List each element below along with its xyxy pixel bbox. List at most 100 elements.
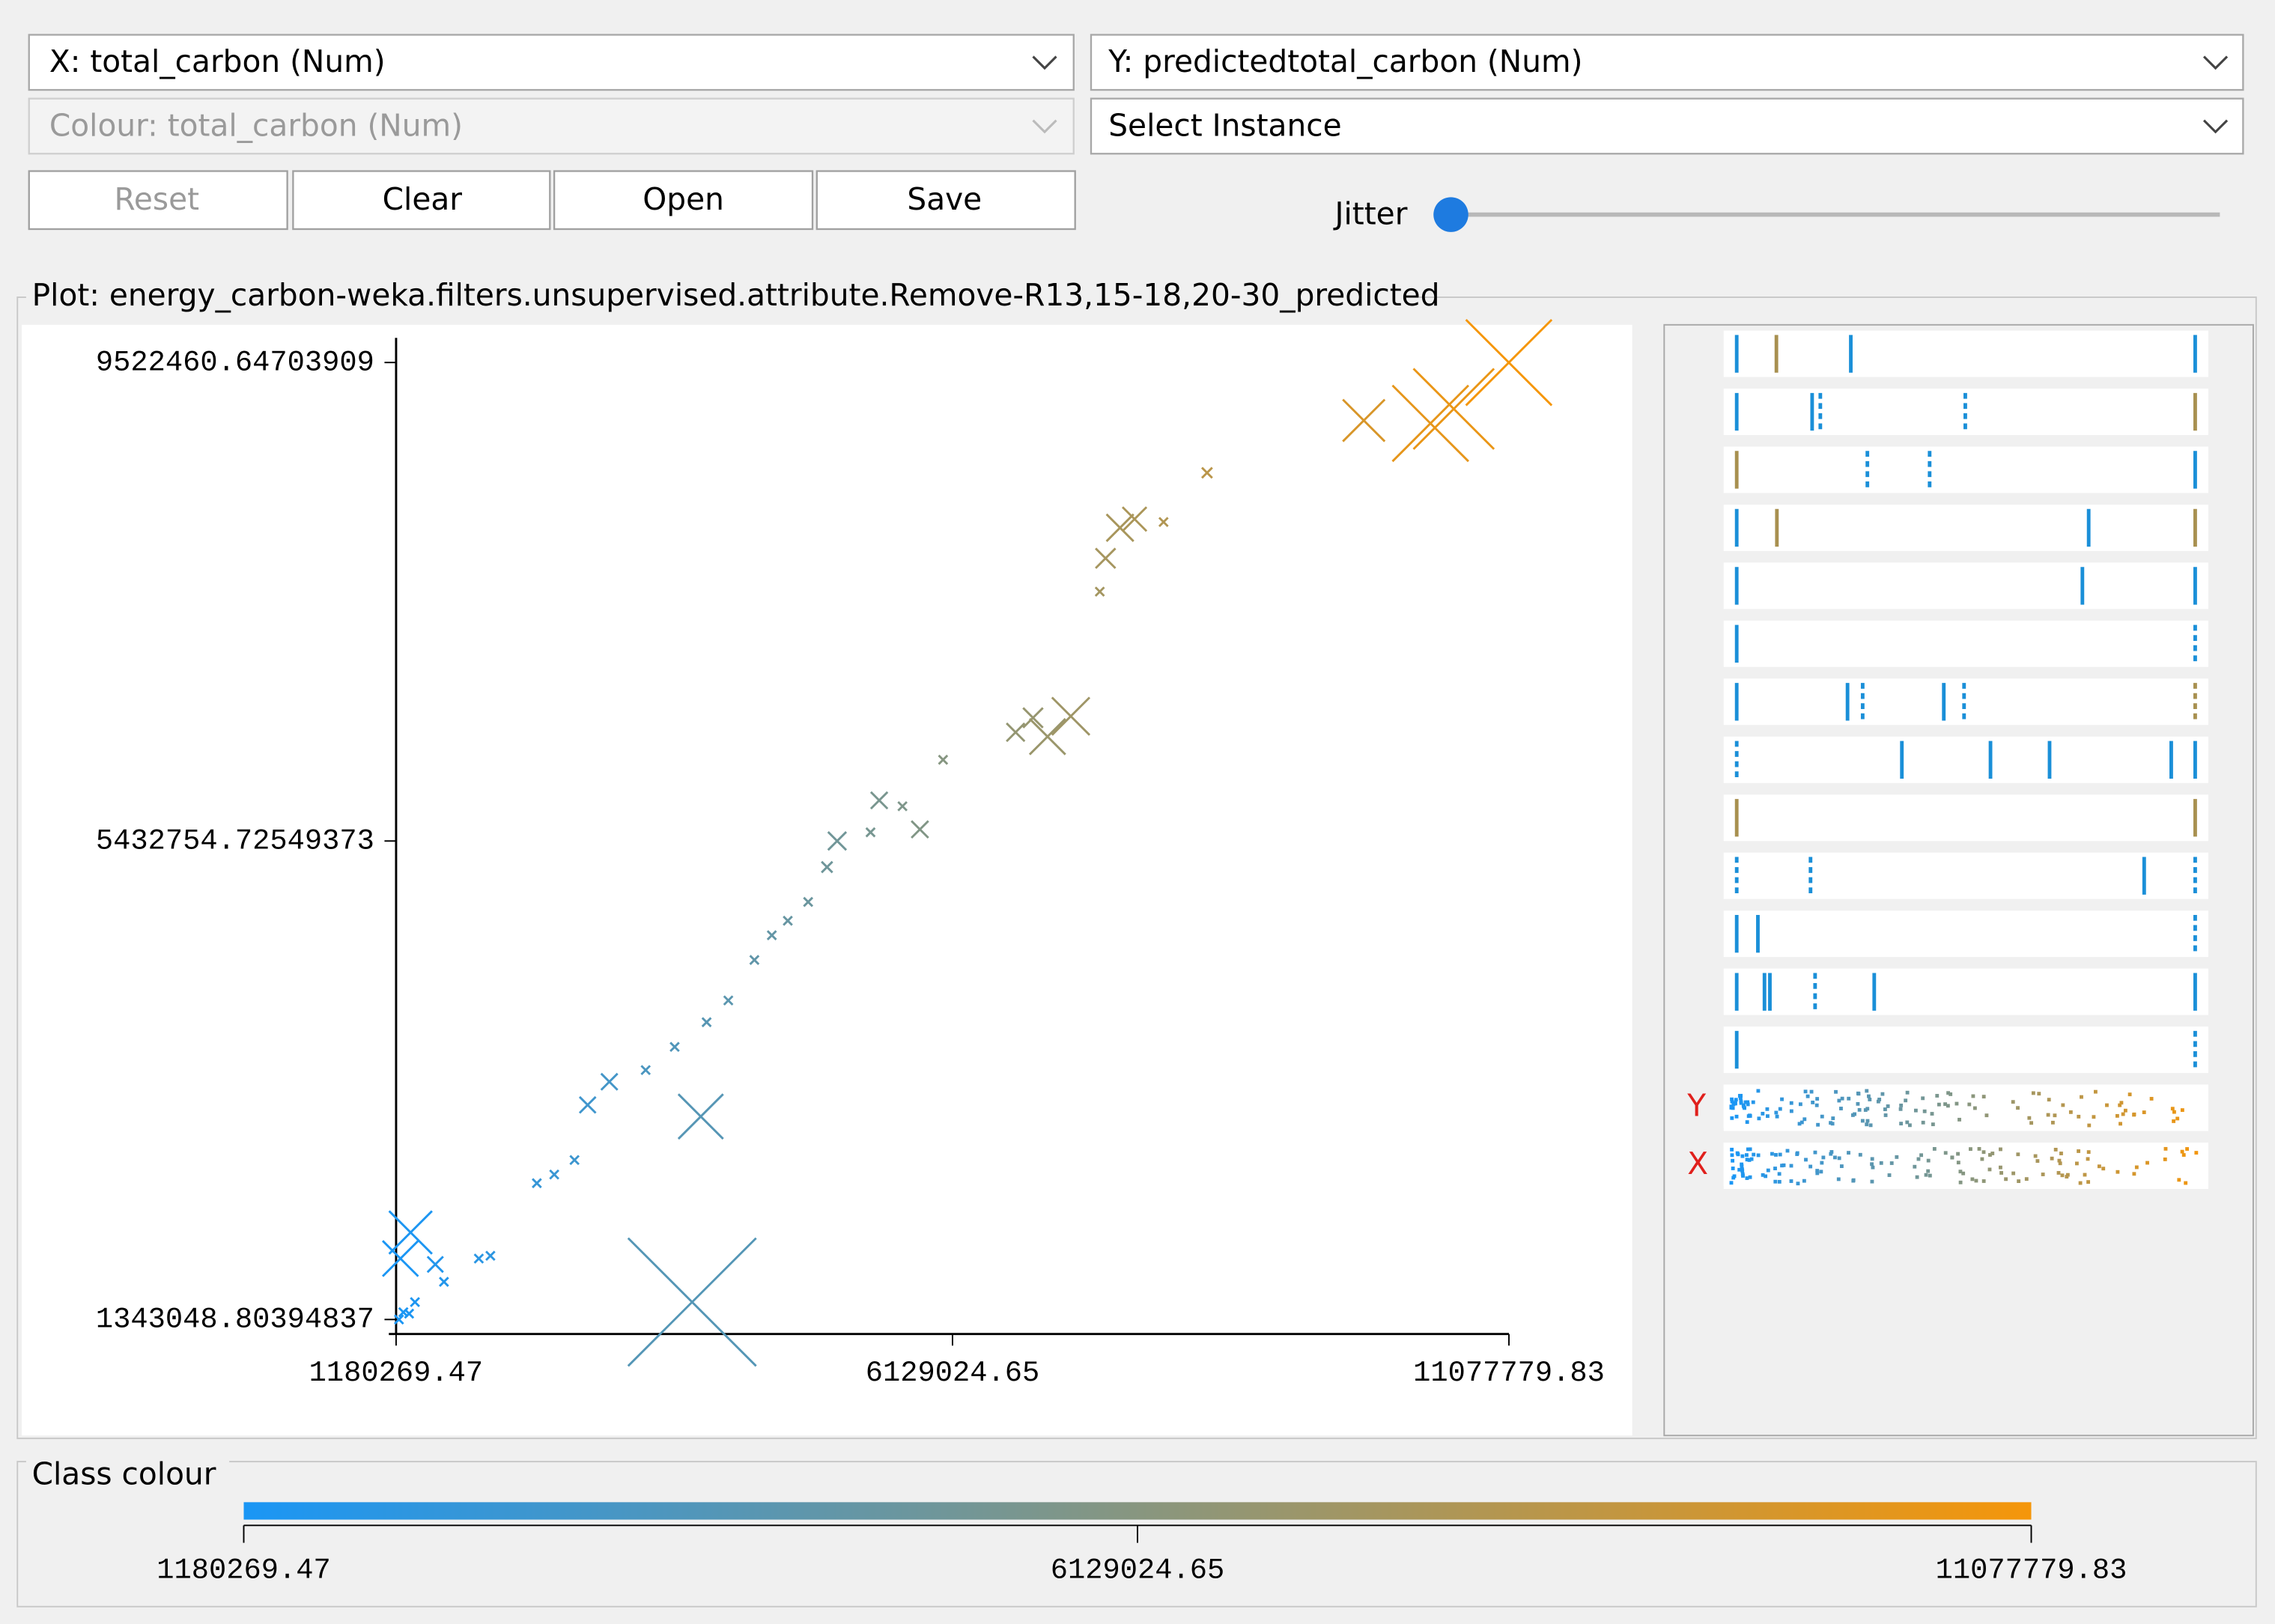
strip-dot <box>1868 1098 1872 1101</box>
strip-dot <box>2057 1158 2062 1163</box>
clear-button[interactable] <box>292 170 551 231</box>
strip-dot <box>2083 1173 2087 1177</box>
strip-dot <box>1867 1094 1871 1098</box>
strip-dot <box>1780 1164 1784 1168</box>
strip-dot <box>1870 1157 1874 1161</box>
strip-dot <box>1802 1117 1807 1122</box>
strip-dot <box>2058 1161 2062 1166</box>
strip-dot <box>1907 1123 1912 1128</box>
strip-dot <box>2172 1110 2176 1114</box>
strip-dot <box>1856 1101 1860 1106</box>
strip-dot <box>1999 1171 2004 1175</box>
strip-dot <box>1738 1096 1743 1101</box>
strip-dot <box>1957 1117 1961 1122</box>
x-select-text: X: total_carbon (Num) <box>49 43 386 79</box>
strip-dot <box>1857 1107 1862 1112</box>
strip-dot <box>1778 1107 1782 1111</box>
point <box>803 896 814 907</box>
point <box>569 1155 580 1166</box>
strip-dot <box>2027 1116 2032 1120</box>
instance-select-text: Select Instance <box>1108 107 1341 143</box>
save-button[interactable] <box>815 170 1076 231</box>
strip-dot <box>1805 1094 1810 1098</box>
strip-dot <box>2061 1103 2065 1107</box>
strip-dot <box>1839 1164 1844 1168</box>
instance-select[interactable]: Select Instance <box>1090 97 2244 155</box>
strip-dot <box>2180 1108 2184 1113</box>
open-button[interactable] <box>553 170 814 231</box>
attribute-strip <box>1723 446 2208 493</box>
strip-dot <box>1751 1100 1755 1104</box>
strip-dot <box>1740 1154 1745 1158</box>
point <box>578 1095 597 1114</box>
strip-dot <box>1880 1092 1885 1096</box>
strip-dot <box>2011 1171 2016 1176</box>
point <box>865 827 876 838</box>
strip-dot <box>1956 1161 1960 1165</box>
strip-dot <box>1735 1151 1740 1155</box>
y-strip-label: Y <box>1686 1088 1706 1124</box>
point <box>1022 707 1044 729</box>
strip-dot <box>1990 1152 1995 1155</box>
point <box>410 1297 420 1307</box>
strip-dot <box>1988 1153 1992 1157</box>
strip-dot <box>2118 1103 2122 1107</box>
jitter-label: Jitter <box>1332 196 1407 232</box>
y-tick-label: 1343048.80394837 <box>96 1304 374 1336</box>
strip-dot <box>2016 1106 2020 1110</box>
point <box>388 1210 433 1255</box>
strip-dot <box>1730 1147 1734 1152</box>
strip-dot <box>1956 1152 1960 1156</box>
y-select[interactable]: Y: predictedtotal_carbon (Num) <box>1090 34 2244 91</box>
strip-dot <box>2050 1156 2054 1161</box>
strip-dot <box>1932 1147 1937 1151</box>
strip-dot <box>1950 1155 1954 1160</box>
strip-dot <box>1731 1106 1735 1110</box>
strip-dot <box>1967 1102 1972 1107</box>
point <box>821 860 833 874</box>
strip-dot <box>2093 1089 2098 1094</box>
strip-dot <box>2170 1107 2175 1111</box>
attribute-strip <box>1723 910 2208 958</box>
strip-dot <box>1756 1089 1761 1093</box>
class-tick-label: 6129024.65 <box>1051 1554 1225 1587</box>
strip-dot <box>1811 1100 1815 1104</box>
strip-dot <box>1871 1165 1875 1170</box>
attribute-strip <box>1723 1084 2208 1128</box>
strip-dot <box>2115 1170 2120 1174</box>
attribute-strip <box>1723 736 2208 783</box>
strip-dot <box>1746 1147 1750 1152</box>
strip-dot <box>2086 1180 2091 1184</box>
strip-dot <box>1734 1098 1738 1102</box>
point <box>1095 547 1117 569</box>
clear-label[interactable]: Clear <box>383 181 463 217</box>
strip-dot <box>2119 1101 2124 1105</box>
strip-dot <box>1830 1122 1835 1126</box>
point <box>723 995 734 1006</box>
strip-dot <box>1789 1109 1793 1113</box>
strip-dot <box>1802 1179 1806 1183</box>
open-label[interactable]: Open <box>643 181 724 217</box>
strip-dot <box>1775 1114 1779 1119</box>
save-label[interactable]: Save <box>907 181 982 217</box>
x-select[interactable]: X: total_carbon (Num) <box>28 34 1075 91</box>
point <box>1006 722 1026 743</box>
y-tick-label: 5432754.72549373 <box>96 824 374 857</box>
strip-dot <box>2132 1172 2136 1176</box>
strip-dot <box>1777 1172 1782 1176</box>
attribute-strip <box>1723 562 2208 609</box>
strip-dot <box>1780 1097 1784 1101</box>
strip-dot <box>1899 1122 1904 1126</box>
strip-dot <box>2024 1177 2029 1181</box>
class-colour-title: Class colour <box>32 1456 216 1491</box>
strip-dot <box>1820 1161 1824 1165</box>
strip-dot <box>1877 1098 1882 1101</box>
jitter-knob[interactable] <box>1433 197 1468 232</box>
strip-dot <box>1886 1104 1890 1108</box>
x-strip-label: X <box>1687 1146 1708 1181</box>
strip-dot <box>2172 1119 2176 1123</box>
strip-dot <box>1935 1094 1940 1098</box>
strip-dot <box>2068 1110 2073 1114</box>
strip-dot <box>1766 1168 1770 1173</box>
strip-dot <box>2134 1165 2139 1170</box>
